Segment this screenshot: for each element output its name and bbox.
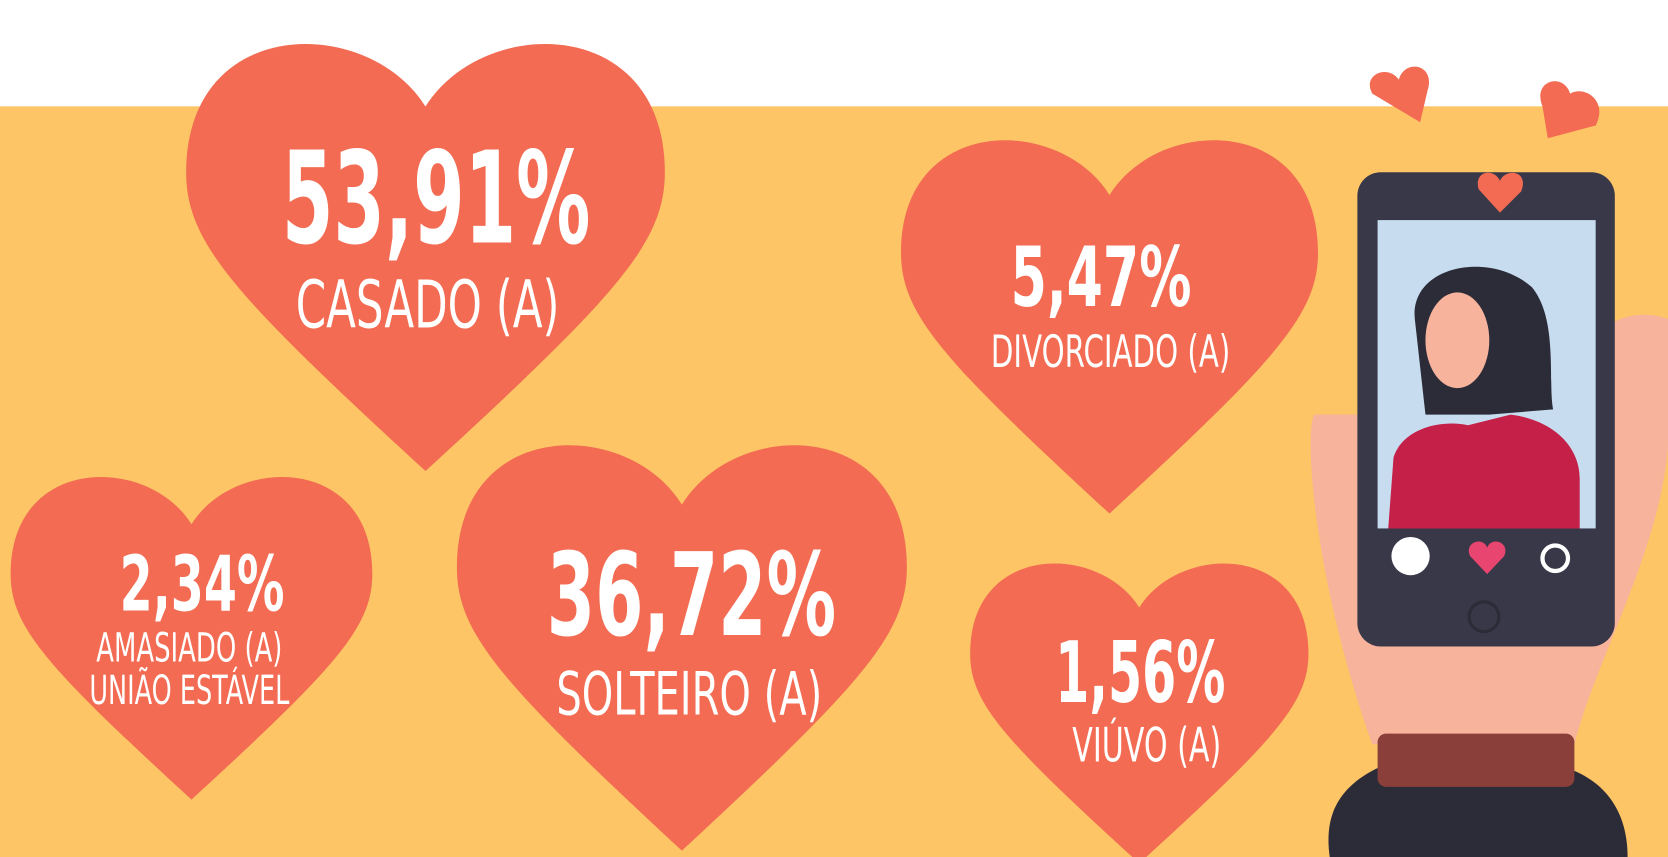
like-icon	[1468, 541, 1506, 575]
shirt	[1388, 414, 1580, 529]
heart	[186, 43, 665, 472]
small-heart	[1540, 81, 1600, 139]
status-label: UNIÃO ESTÁVEL	[89, 666, 289, 714]
sleeve	[1328, 765, 1628, 857]
status-label: SOLTEIRO (A)	[556, 661, 822, 730]
percent: 5,47%	[1011, 229, 1192, 326]
heart	[456, 445, 907, 851]
hearts: 53,91%CASADO (A) 5,47%DIVORCIADO (A) 2,34%…	[10, 43, 1319, 857]
home-button	[1467, 600, 1501, 634]
face	[1425, 292, 1490, 389]
phone-illustration	[1310, 66, 1668, 857]
percent: 1,56%	[1055, 624, 1225, 723]
small-heart	[1369, 66, 1430, 123]
chat-icon	[1391, 536, 1430, 576]
heart	[10, 476, 373, 800]
percent: 53,91%	[282, 125, 590, 273]
percent: 36,72%	[547, 529, 836, 663]
status-label: CASADO (A)	[296, 267, 560, 344]
status-label: AMASIADO (A)	[96, 623, 282, 671]
phone-heart	[1477, 172, 1523, 213]
heart	[901, 140, 1319, 514]
bracelet	[1377, 733, 1575, 787]
status-label: DIVORCIADO (A)	[991, 326, 1230, 378]
refresh-icon	[1540, 543, 1571, 574]
status-label: VIÚVO (A)	[1072, 718, 1221, 773]
percent: 2,34%	[120, 540, 285, 629]
heart	[970, 563, 1309, 857]
